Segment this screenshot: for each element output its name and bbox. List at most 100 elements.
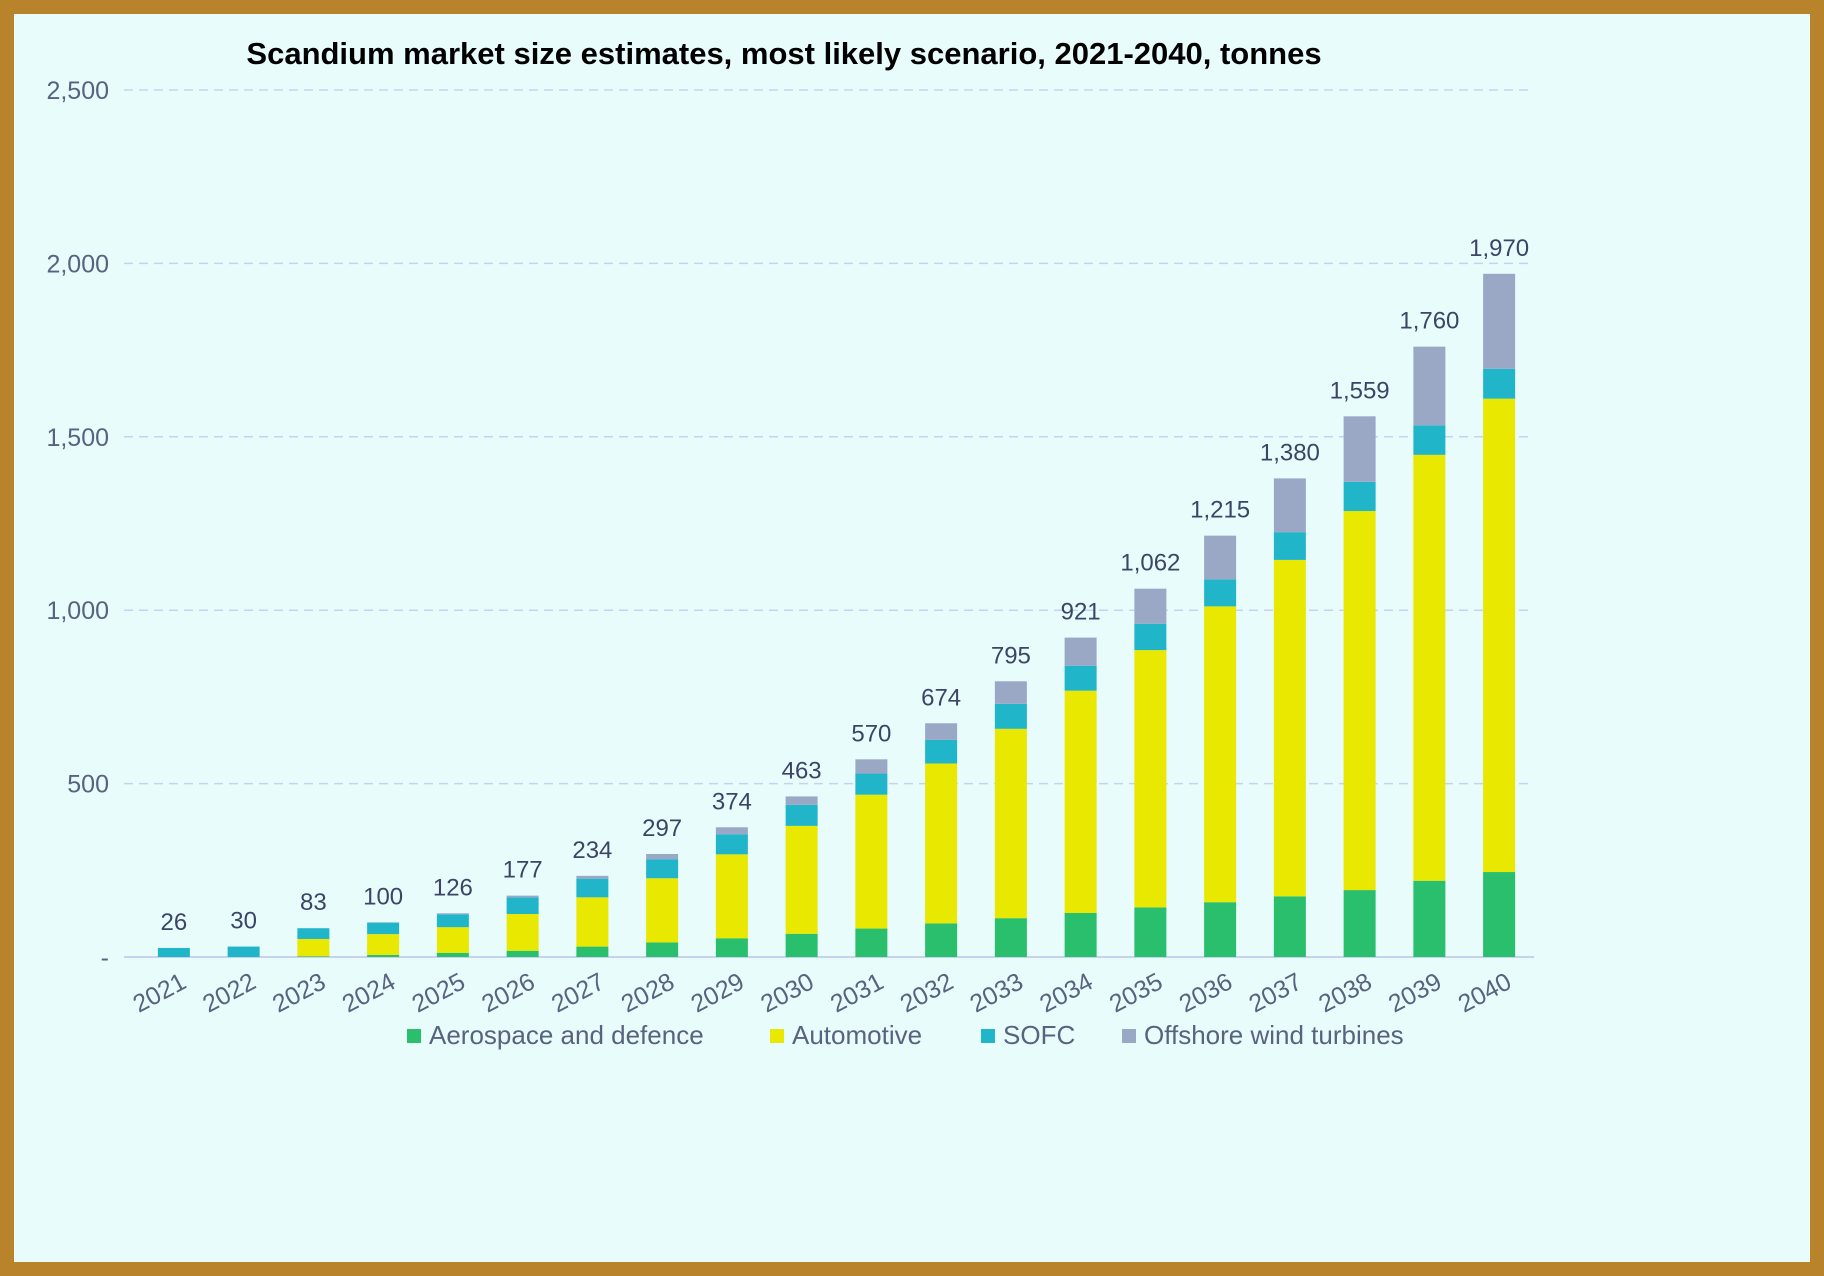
legend-swatch: [407, 1029, 421, 1043]
bar-segment: [855, 773, 888, 795]
bar-segment: [785, 796, 818, 805]
bar-segment: [646, 854, 679, 860]
x-tick-label: 2031: [826, 968, 888, 1019]
legend-label: Aerospace and defence: [429, 1020, 704, 1050]
data-label: 234: [572, 837, 612, 864]
data-label: 1,559: [1330, 377, 1390, 404]
bar-segment: [1204, 606, 1237, 903]
stacked-bar-chart: Scandium market size estimates, most lik…: [46, 36, 1534, 1050]
bar-segment: [1343, 481, 1376, 512]
x-tick-label: 2028: [617, 968, 679, 1019]
x-tick-label: 2037: [1244, 968, 1306, 1019]
data-label: 1,760: [1399, 308, 1459, 335]
y-axis: - 500 1,000 1,500 2,000 2,500: [46, 77, 109, 972]
x-tick-label: 2029: [686, 968, 748, 1019]
bar-segment: [1134, 907, 1167, 957]
bar-segment: [297, 956, 330, 957]
legend-swatch: [1122, 1029, 1136, 1043]
bar-segment: [925, 923, 958, 957]
total-labels: 26 30 83 100 126 177 234 297 374 463 570 674 795 921 1…: [161, 235, 1530, 936]
bar-segment: [1204, 902, 1237, 957]
bar-segment: [506, 950, 539, 957]
bar-segment: [855, 759, 888, 774]
x-tick-label: 2022: [198, 968, 260, 1019]
legend: Aerospace and defence Automotive SOFC Offsh…: [407, 1020, 1404, 1050]
bar-segment: [646, 878, 679, 943]
x-tick-label: 2026: [477, 968, 539, 1019]
y-tick-label: 1,500: [46, 424, 109, 452]
bar-segment: [506, 895, 539, 898]
bar-segment: [1064, 637, 1097, 666]
legend-label: SOFC: [1003, 1020, 1075, 1050]
bar-segment: [925, 723, 958, 740]
bar-segment: [715, 938, 748, 957]
bar-segment: [1204, 579, 1237, 607]
x-tick-label: 2035: [1105, 968, 1167, 1019]
bar-segment: [1413, 880, 1446, 957]
data-label: 921: [1061, 599, 1101, 626]
bar-segment: [436, 952, 469, 957]
bar-segment: [506, 913, 539, 951]
bar-segment: [1064, 665, 1097, 691]
x-tick-label: 2039: [1384, 968, 1446, 1019]
y-tick-label: 500: [67, 771, 109, 799]
legend-swatch: [770, 1029, 784, 1043]
bar-segment: [367, 934, 400, 955]
x-tick-label: 2038: [1314, 968, 1376, 1019]
bar-segment: [576, 878, 609, 898]
data-label: 30: [230, 908, 257, 935]
data-label: 1,215: [1190, 497, 1250, 524]
data-label: 126: [433, 874, 473, 901]
bar-segment: [1064, 690, 1097, 913]
bar-segment: [367, 922, 400, 935]
bar-segment: [715, 854, 748, 939]
bars: [157, 273, 1516, 957]
bar-segment: [436, 927, 469, 953]
bar-segment: [1204, 535, 1237, 580]
bar-segment: [576, 946, 609, 957]
x-tick-label: 2030: [756, 968, 818, 1019]
bar-segment: [1273, 532, 1306, 560]
x-tick-label: 2040: [1454, 968, 1516, 1019]
data-label: 1,062: [1120, 550, 1180, 577]
bar-segment: [1483, 273, 1516, 369]
x-tick-label: 2036: [1175, 968, 1237, 1019]
data-label: 570: [851, 720, 891, 747]
bar-segment: [436, 913, 469, 915]
bar-segment: [994, 918, 1027, 957]
data-label: 177: [503, 857, 543, 884]
y-tick-label: 2,000: [46, 250, 109, 278]
legend-swatch: [981, 1029, 995, 1043]
data-label: 374: [712, 788, 752, 815]
data-label: 83: [300, 889, 327, 916]
x-tick-label: 2034: [1035, 968, 1097, 1019]
bar-segment: [646, 859, 679, 879]
data-label: 1,380: [1260, 439, 1320, 466]
bar-segment: [227, 946, 260, 957]
bar-segment: [436, 914, 469, 928]
data-label: 674: [921, 684, 961, 711]
bar-segment: [715, 827, 748, 835]
bar-segment: [1064, 912, 1097, 957]
bar-segment: [1413, 346, 1446, 426]
bar-segment: [576, 897, 609, 947]
x-tick-label: 2025: [407, 968, 469, 1019]
legend-label: Offshore wind turbines: [1144, 1020, 1404, 1050]
x-tick-label: 2023: [268, 968, 330, 1019]
chart-title: Scandium market size estimates, most lik…: [246, 36, 1321, 71]
bar-segment: [785, 804, 818, 826]
bar-segment: [1483, 872, 1516, 957]
bar-segment: [1273, 478, 1306, 533]
x-tick-label: 2033: [965, 968, 1027, 1019]
bar-segment: [1483, 368, 1516, 399]
y-tick-label: -: [101, 944, 109, 972]
data-label: 795: [991, 642, 1031, 669]
bar-segment: [1343, 416, 1376, 482]
bar-segment: [297, 938, 330, 957]
bar-segment: [855, 928, 888, 957]
bar-segment: [994, 681, 1027, 704]
data-label: 463: [782, 757, 822, 784]
data-label: 1,970: [1469, 235, 1529, 262]
bar-segment: [994, 703, 1027, 729]
bar-segment: [367, 954, 400, 957]
